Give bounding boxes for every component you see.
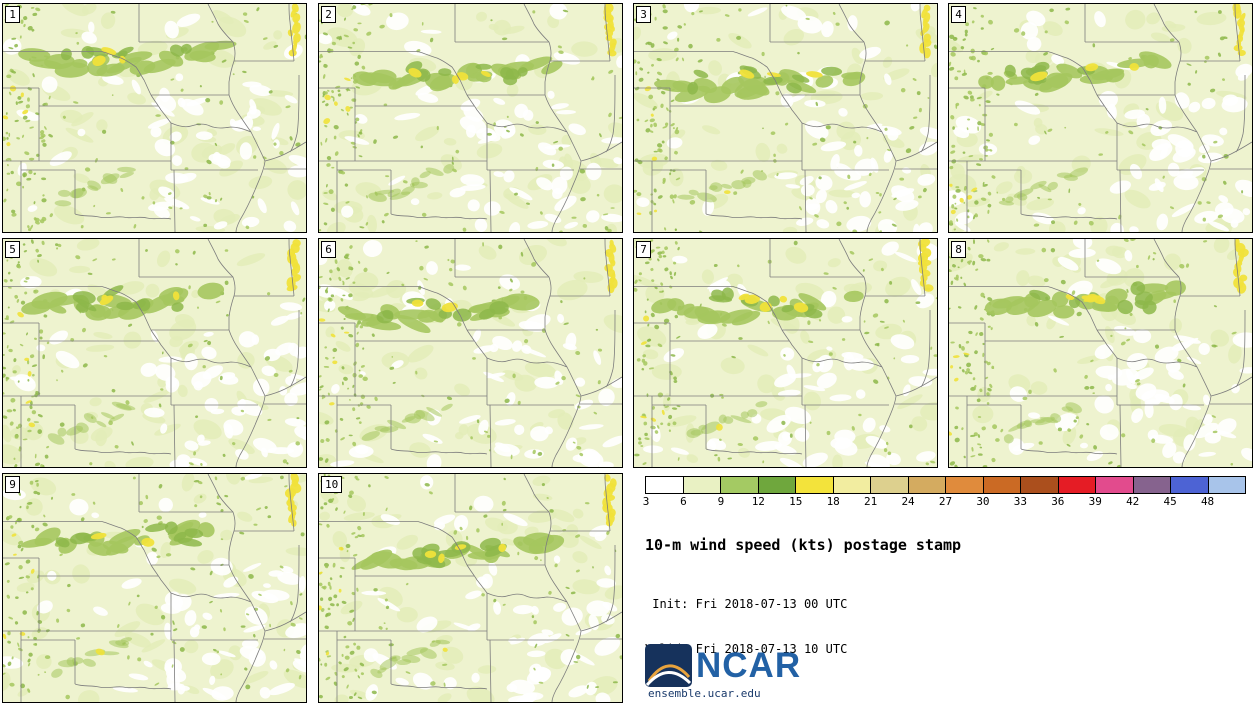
init-time: Init: Fri 2018-07-13 00 UTC xyxy=(645,597,848,611)
colorbar-cell xyxy=(683,477,721,493)
colorbar-tick-label: 24 xyxy=(901,495,915,508)
colorbar-tick-label: 36 xyxy=(1051,495,1065,508)
colorbar-cell xyxy=(1021,477,1059,493)
panel-number: 3 xyxy=(636,6,651,23)
panel-number: 5 xyxy=(5,241,20,258)
colorbar-tick-label: 3 xyxy=(642,495,650,508)
colorbar-cell xyxy=(646,477,684,493)
wind-speed-map xyxy=(634,239,937,467)
colorbar-cell xyxy=(1208,477,1245,493)
ensemble-member-panel: 4 xyxy=(948,3,1253,233)
ensemble-member-panel: 1 xyxy=(2,3,307,233)
wind-speed-map xyxy=(949,4,1252,232)
colorbar-tick-label: 30 xyxy=(976,495,990,508)
colorbar-tick-label: 18 xyxy=(826,495,840,508)
wind-speed-map xyxy=(319,4,622,232)
colorbar-tick-label: 9 xyxy=(717,495,725,508)
ensemble-member-panel: 5 xyxy=(2,238,307,468)
colorbar xyxy=(645,476,1246,494)
legend: 3 6 9 12 15 18 21 24 27 30 33 36 39 42 45 48 10-m wind … xyxy=(642,476,1246,687)
colorbar-tick-label: 21 xyxy=(864,495,878,508)
ensemble-member-panel: 2 xyxy=(318,3,623,233)
wind-speed-map xyxy=(319,239,622,467)
colorbar-tick-label: 33 xyxy=(1013,495,1027,508)
ensemble-member-panel: 8 xyxy=(948,238,1253,468)
colorbar-tick-label: 15 xyxy=(789,495,803,508)
colorbar-cell xyxy=(758,477,796,493)
colorbar-cell xyxy=(1096,477,1134,493)
colorbar-cell xyxy=(796,477,834,493)
wind-speed-map xyxy=(319,474,622,702)
wind-speed-map xyxy=(634,4,937,232)
colorbar-cell xyxy=(908,477,946,493)
panel-number: 6 xyxy=(321,241,336,258)
colorbar-cell xyxy=(1171,477,1209,493)
colorbar-cell xyxy=(946,477,984,493)
panel-number: 9 xyxy=(5,476,20,493)
panel-number: 1 xyxy=(5,6,20,23)
site-url: ensemble.ucar.edu xyxy=(648,687,761,700)
wind-speed-map xyxy=(949,239,1252,467)
panel-number: 4 xyxy=(951,6,966,23)
ensemble-member-panel: 3 xyxy=(633,3,938,233)
colorbar-cell xyxy=(871,477,909,493)
panel-number: 7 xyxy=(636,241,651,258)
wind-speed-map xyxy=(3,239,306,467)
colorbar-tick-label: 39 xyxy=(1088,495,1102,508)
colorbar-cell xyxy=(1058,477,1096,493)
panel-number: 8 xyxy=(951,241,966,258)
colorbar-tick-label: 42 xyxy=(1126,495,1140,508)
chart-title: 10-m wind speed (kts) postage stamp xyxy=(645,536,962,554)
wind-speed-map xyxy=(3,474,306,702)
ensemble-member-panel: 7 xyxy=(633,238,938,468)
panel-number: 2 xyxy=(321,6,336,23)
panel-number: 10 xyxy=(321,476,343,493)
colorbar-tick-label: 48 xyxy=(1200,495,1215,508)
colorbar-cell xyxy=(983,477,1021,493)
ensemble-member-panel: 9 xyxy=(2,473,307,703)
colorbar-cell xyxy=(721,477,759,493)
colorbar-tick-label: 12 xyxy=(751,495,765,508)
colorbar-tick-label: 6 xyxy=(680,495,687,508)
ensemble-member-panel: 10 xyxy=(318,473,623,703)
wind-speed-map xyxy=(3,4,306,232)
colorbar-cell xyxy=(833,477,871,493)
colorbar-cell xyxy=(1133,477,1171,493)
ncar-logo: NCAR xyxy=(645,644,801,687)
ncar-logo-text: NCAR xyxy=(696,645,802,685)
ncar-logo-icon xyxy=(645,644,692,687)
ensemble-member-panel: 6 xyxy=(318,238,623,468)
colorbar-tick-label: 27 xyxy=(938,495,953,508)
colorbar-tick-label: 45 xyxy=(1163,495,1177,508)
colorbar-ticks: 3 6 9 12 15 18 21 24 27 30 33 36 39 42 45 48 xyxy=(642,495,1246,509)
